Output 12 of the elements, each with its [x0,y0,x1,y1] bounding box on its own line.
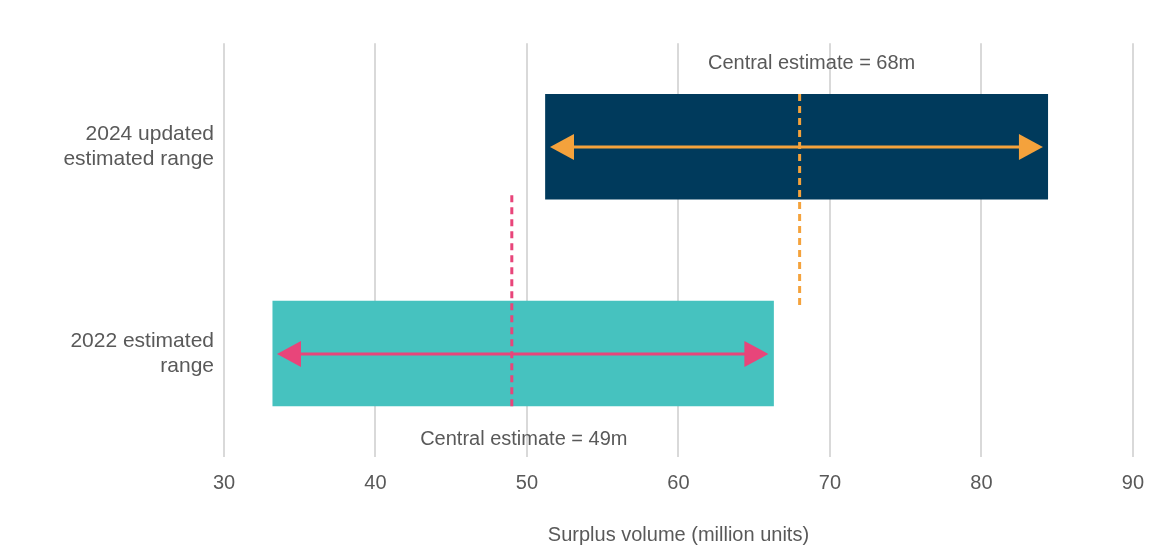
ref-line-label: Central estimate = 68m [707,51,916,74]
ref-line-label: Central estimate = 49m [420,426,628,449]
x-tick-label: 30 [212,470,236,493]
x-tick-label: 60 [667,470,690,493]
x-tick-label: 50 [515,470,539,493]
y-tick-label: 2022 estimated range [70,327,214,376]
x-tick-label: 40 [364,470,387,493]
x-tick-label: 90 [1121,470,1144,493]
x-tick-label: 80 [970,470,993,493]
x-axis-title: Surplus volume (million units) [547,522,810,545]
x-tick-label: 70 [818,470,842,493]
y-tick-label: 2024 updated estimated range [63,120,214,170]
